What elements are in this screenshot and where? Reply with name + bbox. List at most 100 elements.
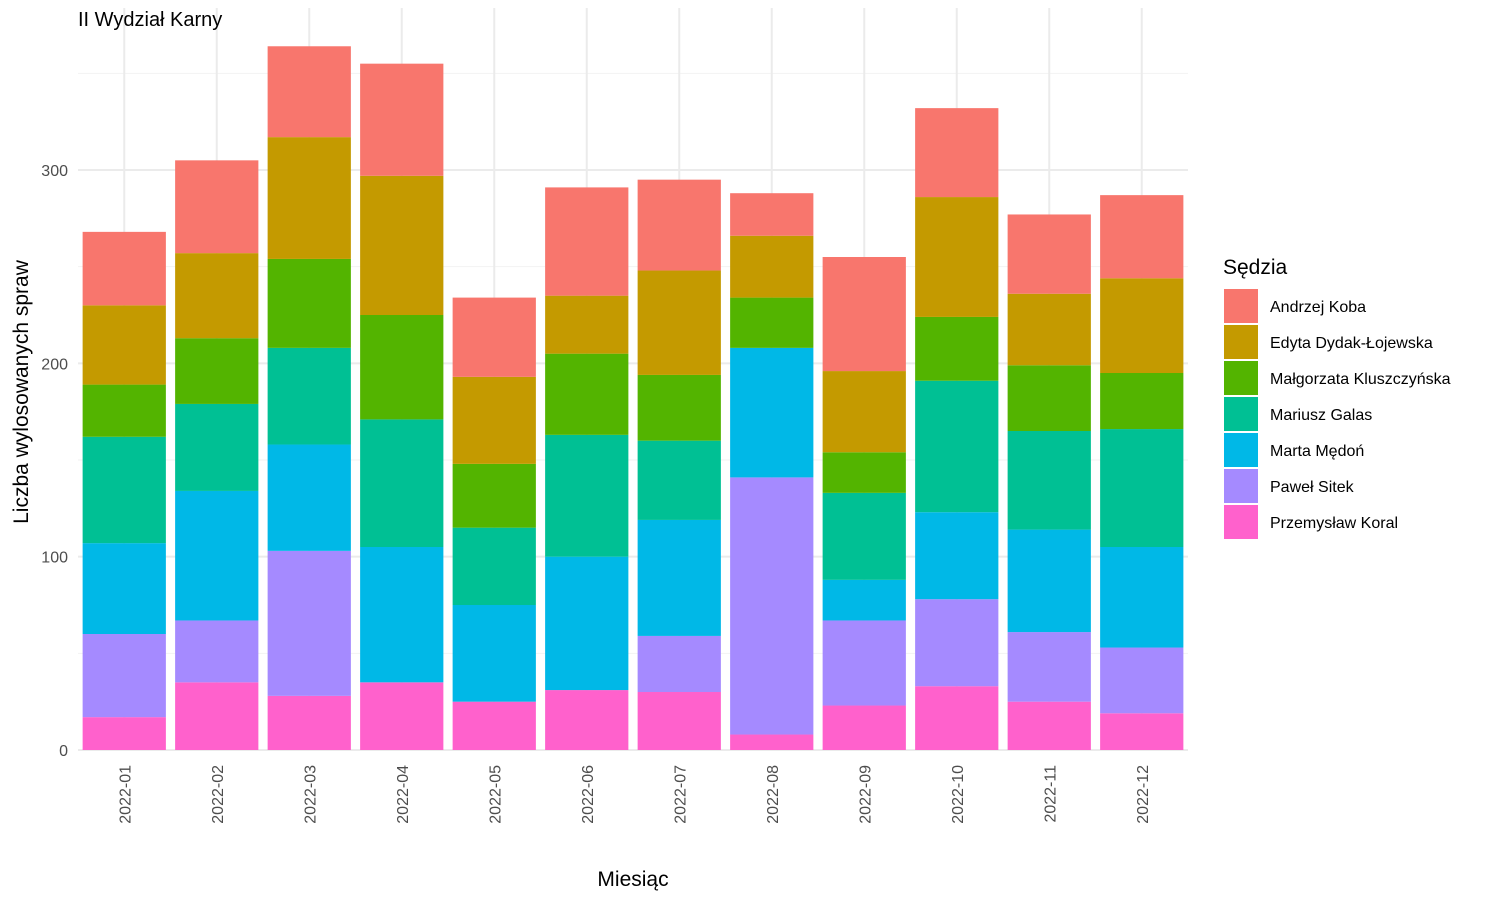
axes: 0 100 200 300 2022-01 2022-02 2022-03 2022-04 20… bbox=[41, 163, 1151, 824]
bar-segment bbox=[452, 605, 536, 702]
bar-segment bbox=[730, 235, 814, 298]
bar-segment bbox=[822, 705, 906, 750]
bar-segment bbox=[730, 297, 814, 348]
bar-segment bbox=[730, 477, 814, 735]
bar-segment bbox=[915, 512, 999, 600]
chart-title: II Wydział Karny bbox=[78, 9, 222, 31]
legend-label: Przemysław Koral bbox=[1270, 515, 1398, 532]
bar-segment bbox=[730, 193, 814, 236]
bar-segment bbox=[915, 380, 999, 513]
bar-segment bbox=[1100, 195, 1184, 279]
x-tick-label: 2022-10 bbox=[950, 765, 967, 824]
legend-label: Edyta Dydak-Łojewska bbox=[1270, 335, 1433, 352]
bar-segment bbox=[175, 403, 259, 491]
legend-swatch bbox=[1224, 433, 1258, 467]
bar-segment bbox=[545, 556, 629, 691]
bar-segment bbox=[1007, 293, 1091, 366]
bar-segment bbox=[1100, 547, 1184, 648]
bar-segment bbox=[82, 305, 166, 385]
bar-segment bbox=[637, 519, 721, 636]
bar-segment bbox=[267, 444, 351, 551]
y-axis-title: Liczba wylosowanych spraw bbox=[10, 259, 33, 524]
bar-segment bbox=[637, 635, 721, 692]
legend-swatch bbox=[1224, 469, 1258, 503]
legend-items: Andrzej Koba Edyta Dydak-Łojewska Małgorza… bbox=[1224, 289, 1451, 539]
x-tick-label: 2022-07 bbox=[672, 765, 689, 824]
bar-segment bbox=[637, 179, 721, 271]
bar-segment bbox=[637, 270, 721, 375]
bar-segment bbox=[915, 599, 999, 687]
legend-label: Paweł Sitek bbox=[1270, 479, 1355, 496]
legend-label: Andrzej Koba bbox=[1270, 299, 1366, 316]
y-tick-label: 300 bbox=[41, 163, 68, 180]
bar-segment bbox=[822, 492, 906, 580]
bar-segment bbox=[637, 692, 721, 750]
legend-label: Małgorzata Kluszczyńska bbox=[1270, 371, 1451, 388]
x-tick-label: 2022-05 bbox=[487, 765, 504, 824]
bar-segment bbox=[360, 175, 444, 315]
x-tick-label: 2022-02 bbox=[210, 765, 227, 824]
bar-segment bbox=[637, 440, 721, 520]
bar-segment bbox=[82, 436, 166, 544]
bar-segment bbox=[82, 543, 166, 634]
bar-segment bbox=[1100, 647, 1184, 714]
bar-segment bbox=[267, 550, 351, 696]
bar-segment bbox=[175, 620, 259, 683]
bar-segment bbox=[1100, 278, 1184, 373]
legend-swatch bbox=[1224, 325, 1258, 359]
legend-swatch bbox=[1224, 505, 1258, 539]
bar-segment bbox=[360, 63, 444, 176]
legend-label: Mariusz Galas bbox=[1270, 407, 1372, 424]
x-tick-label: 2022-03 bbox=[302, 765, 319, 824]
legend-label: Marta Mędoń bbox=[1270, 443, 1364, 460]
bar-segment bbox=[175, 160, 259, 254]
bar-segment bbox=[1007, 431, 1091, 530]
bar-segment bbox=[452, 527, 536, 605]
bar-segment bbox=[1007, 365, 1091, 431]
bar-segment bbox=[175, 490, 259, 621]
bar-segment bbox=[545, 353, 629, 435]
bar-segment bbox=[822, 371, 906, 453]
x-tick-label: 2022-06 bbox=[580, 765, 597, 824]
bar-segment bbox=[175, 682, 259, 750]
bar-segment bbox=[175, 338, 259, 404]
bar-segment bbox=[822, 620, 906, 706]
bar-segment bbox=[452, 297, 536, 377]
bar-segment bbox=[1007, 529, 1091, 633]
bar-segment bbox=[822, 452, 906, 493]
bar-segment bbox=[822, 257, 906, 372]
x-tick-label: 2022-01 bbox=[117, 765, 134, 824]
legend-title: Sędzia bbox=[1223, 256, 1288, 279]
x-tick-label: 2022-12 bbox=[1135, 765, 1152, 824]
legend-swatch bbox=[1224, 289, 1258, 323]
bar-segment bbox=[637, 374, 721, 441]
legend-swatch bbox=[1224, 397, 1258, 431]
bar-segment bbox=[82, 634, 166, 718]
bar-segment bbox=[360, 547, 444, 683]
bar-segment bbox=[267, 137, 351, 259]
x-tick-label: 2022-04 bbox=[395, 765, 412, 824]
bar-segment bbox=[360, 315, 444, 420]
y-tick-label: 0 bbox=[59, 743, 68, 760]
bar-segment bbox=[267, 258, 351, 348]
bars bbox=[82, 46, 1184, 750]
bar-segment bbox=[452, 701, 536, 750]
bar-segment bbox=[1100, 373, 1184, 430]
bar-segment bbox=[1007, 214, 1091, 294]
x-tick-label: 2022-08 bbox=[765, 765, 782, 824]
bar-segment bbox=[82, 384, 166, 437]
bar-segment bbox=[360, 682, 444, 750]
bar-segment bbox=[915, 197, 999, 317]
x-tick-label: 2022-09 bbox=[857, 765, 874, 824]
bar-segment bbox=[452, 376, 536, 464]
bar-segment bbox=[822, 579, 906, 621]
y-tick-label: 200 bbox=[41, 356, 68, 373]
bar-segment bbox=[545, 434, 629, 557]
bar-segment bbox=[915, 316, 999, 381]
bar-segment bbox=[730, 347, 814, 478]
bar-segment bbox=[730, 734, 814, 750]
bar-segment bbox=[82, 717, 166, 750]
x-axis-title: Miesiąc bbox=[597, 868, 668, 891]
bar-segment bbox=[545, 295, 629, 354]
